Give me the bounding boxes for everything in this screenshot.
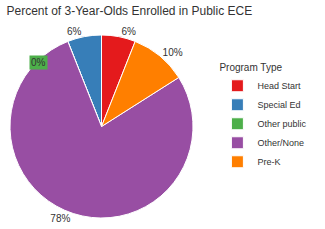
svg-text:6%: 6%: [121, 26, 136, 37]
svg-text:Program Type: Program Type: [219, 62, 282, 73]
svg-text:Other public: Other public: [257, 119, 306, 129]
svg-text:Special Ed: Special Ed: [257, 100, 300, 110]
svg-text:6%: 6%: [67, 26, 82, 37]
svg-text:Percent of 3-Year-Olds Enrolle: Percent of 3-Year-Olds Enrolled in Publi…: [7, 4, 253, 18]
svg-text:Other/None: Other/None: [257, 138, 304, 148]
svg-text:10%: 10%: [163, 47, 183, 58]
svg-text:Head Start: Head Start: [257, 81, 301, 91]
svg-text:Pre-K: Pre-K: [257, 157, 280, 167]
svg-text:78%: 78%: [50, 213, 70, 224]
svg-text:0%: 0%: [31, 57, 46, 68]
